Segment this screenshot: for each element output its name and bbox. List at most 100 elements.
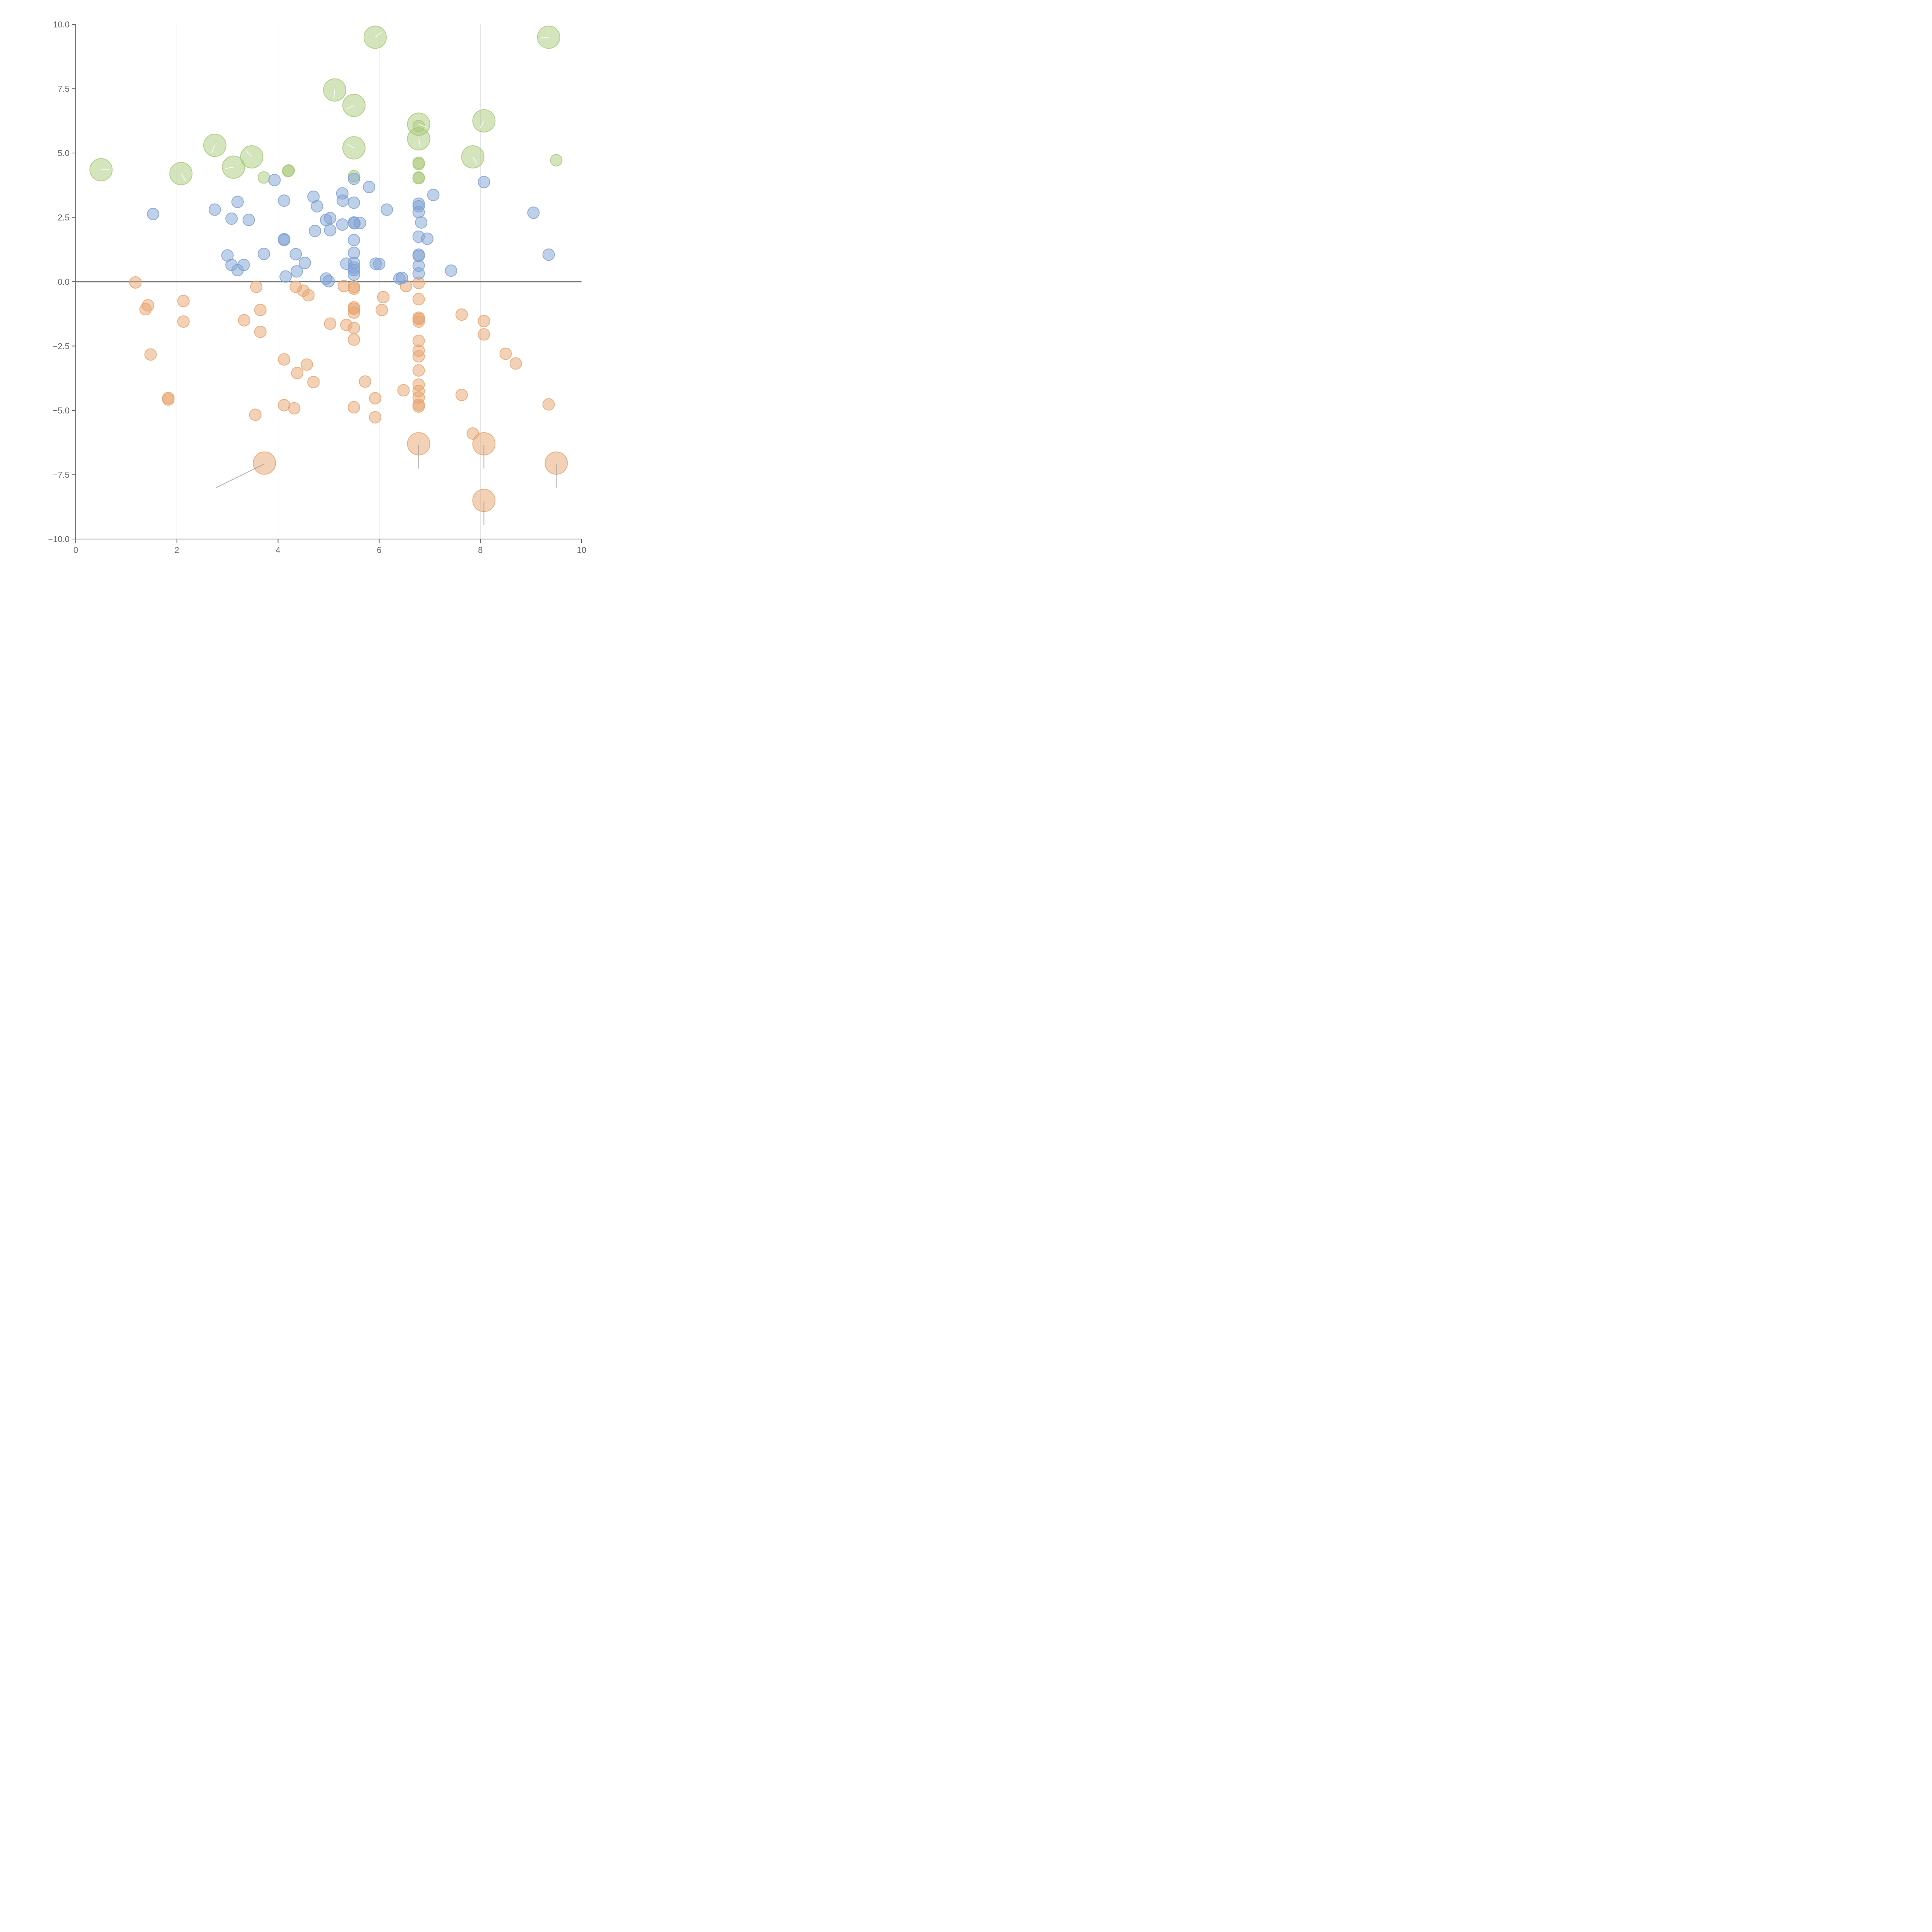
green-data-point [412, 158, 425, 170]
label-leader-line [225, 167, 234, 169]
blue-data-point [347, 172, 360, 185]
orange-data-point [397, 384, 410, 397]
orange-data-point [278, 353, 291, 366]
scatter-chart: −10.0 −7.5 −5.0 −2.5 0.0 2.5 5.0 7.5 10.0 0 2 4 6 8 10 [48, 20, 586, 555]
orange-data-point [412, 315, 425, 328]
orange-data-point [249, 408, 262, 421]
orange-data-point [499, 347, 512, 360]
orange-data-point [375, 304, 388, 316]
blue-data-point [231, 196, 244, 208]
green-data-point [550, 154, 563, 167]
label-leader-line [216, 464, 264, 488]
orange-data-point [250, 281, 263, 293]
x-tick-label: 6 [377, 545, 381, 555]
orange-data-point [302, 289, 315, 302]
blue-data-point [242, 214, 255, 226]
orange-data-point [291, 367, 304, 379]
orange-data-point [478, 315, 490, 327]
blue-data-point [278, 194, 291, 207]
blue-data-point [527, 206, 540, 219]
blue-data-point [324, 212, 337, 224]
blue-data-point [309, 224, 321, 237]
orange-data-point [253, 451, 276, 475]
bubble-layer [89, 26, 568, 512]
blue-data-point [412, 206, 425, 219]
blue-data-point [396, 272, 408, 284]
orange-data-point [412, 364, 425, 377]
orange-data-point [412, 400, 425, 413]
blue-data-point [237, 259, 250, 271]
orange-data-point [542, 398, 555, 411]
blue-data-point [421, 232, 434, 245]
y-tick-label: 5.0 [58, 148, 70, 158]
y-tick-label: 2.5 [58, 213, 70, 223]
orange-data-point [238, 314, 250, 327]
green-data-point [412, 172, 425, 185]
orange-data-point [254, 304, 267, 316]
orange-data-point [139, 303, 152, 316]
label-leader-line [480, 121, 485, 129]
blue-data-point [311, 200, 323, 213]
blue-data-point [147, 207, 160, 220]
y-tick-label: −7.5 [53, 470, 70, 480]
blue-data-point [336, 218, 349, 231]
orange-data-point [478, 328, 490, 341]
blue-data-point [542, 248, 555, 261]
orange-data-point [347, 306, 360, 319]
orange-data-point [288, 402, 301, 415]
blue-data-point [478, 176, 490, 189]
label-leader-line [346, 105, 354, 110]
blue-data-point [225, 212, 238, 225]
blue-data-point [354, 217, 366, 230]
orange-data-point [129, 276, 142, 289]
orange-data-point [307, 376, 320, 388]
orange-data-point [369, 411, 381, 423]
blue-data-point [279, 270, 292, 283]
blue-data-point [427, 189, 440, 201]
blue-data-point [298, 257, 311, 269]
blue-data-point [381, 203, 393, 216]
green-data-point [412, 120, 425, 133]
x-tick-label: 10 [577, 545, 586, 555]
blue-data-point [257, 248, 270, 260]
blue-data-point [412, 267, 425, 280]
label-leader-line [346, 143, 354, 148]
x-tick-label: 2 [175, 545, 179, 555]
y-tick-label: −2.5 [53, 342, 70, 351]
orange-data-point [324, 317, 337, 330]
orange-data-point [347, 401, 360, 414]
y-tick-label: 0.0 [58, 277, 70, 287]
orange-data-point [347, 333, 360, 346]
orange-data-point [347, 321, 360, 334]
label-leader-line [418, 124, 427, 128]
orange-data-point [177, 315, 190, 328]
label-leader-line [418, 139, 421, 148]
blue-data-point [208, 203, 221, 216]
orange-data-point [254, 325, 267, 338]
orange-data-point [377, 291, 389, 303]
chart-container: −10.0 −7.5 −5.0 −2.5 0.0 2.5 5.0 7.5 10.0 0 2 4 6 8 10 [0, 0, 606, 606]
orange-data-point [509, 357, 522, 370]
blue-data-point [289, 248, 302, 260]
label-leader-lines [101, 32, 557, 526]
blue-data-point [415, 216, 428, 229]
blue-data-point [278, 234, 291, 247]
x-tick-label: 0 [73, 545, 78, 555]
blue-data-point [363, 180, 376, 193]
label-leader-line [246, 150, 252, 157]
label-leader-line [333, 90, 335, 99]
blue-data-point [347, 196, 360, 209]
orange-data-point [144, 348, 157, 361]
blue-data-point [322, 275, 335, 287]
x-tick-label: 4 [276, 545, 280, 555]
blue-data-point [347, 269, 360, 281]
blue-data-point [347, 234, 360, 247]
blue-data-point [291, 265, 303, 278]
label-leader-line [211, 145, 215, 153]
label-leader-line [540, 37, 549, 39]
blue-data-point [324, 224, 337, 236]
x-tick-label: 8 [478, 545, 483, 555]
blue-data-point [373, 258, 386, 270]
y-tick-label: 7.5 [58, 84, 70, 94]
orange-data-point [359, 375, 371, 388]
